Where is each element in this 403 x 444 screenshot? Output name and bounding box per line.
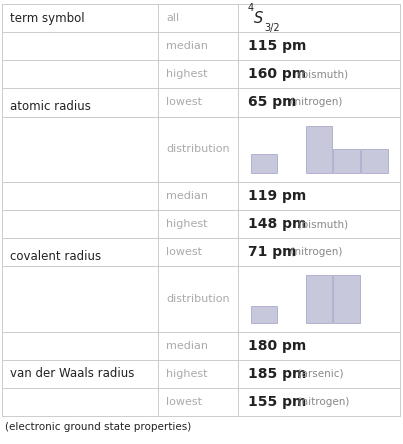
Text: 180 pm: 180 pm [248,339,306,353]
Text: all: all [166,13,179,23]
Text: (arsenic): (arsenic) [291,369,344,379]
Bar [251,306,277,323]
Text: 65 pm: 65 pm [248,95,297,110]
Bar [333,275,360,323]
Bar [361,149,388,173]
Text: highest: highest [166,219,208,229]
Text: highest: highest [166,369,208,379]
Text: median: median [166,41,208,51]
Bar [333,149,360,173]
Text: van der Waals radius: van der Waals radius [10,367,134,381]
Text: 115 pm: 115 pm [248,39,306,53]
Text: 148 pm: 148 pm [248,217,306,231]
Text: (nitrogen): (nitrogen) [284,98,343,107]
Text: 119 pm: 119 pm [248,189,306,203]
Text: distribution: distribution [166,144,230,154]
Text: (nitrogen): (nitrogen) [291,397,349,407]
Text: distribution: distribution [166,294,230,304]
Text: 155 pm: 155 pm [248,395,306,409]
Text: (bismuth): (bismuth) [291,219,348,229]
Text: 160 pm: 160 pm [248,67,306,81]
Text: S: S [254,11,263,26]
Text: lowest: lowest [166,397,202,407]
Text: 3/2: 3/2 [264,23,280,33]
Text: (nitrogen): (nitrogen) [284,247,343,257]
Text: median: median [166,341,208,351]
Text: 4: 4 [248,3,254,13]
Text: lowest: lowest [166,247,202,257]
Text: lowest: lowest [166,98,202,107]
Text: median: median [166,191,208,201]
Text: (electronic ground state properties): (electronic ground state properties) [5,422,191,432]
Text: atomic radius: atomic radius [10,100,91,114]
Text: 71 pm: 71 pm [248,245,297,259]
Text: 185 pm: 185 pm [248,367,306,381]
Text: highest: highest [166,69,208,79]
Bar [306,275,332,323]
Text: term symbol: term symbol [10,12,85,24]
Text: covalent radius: covalent radius [10,250,101,263]
Bar [306,126,332,173]
Bar [251,154,277,173]
Text: (bismuth): (bismuth) [291,69,348,79]
